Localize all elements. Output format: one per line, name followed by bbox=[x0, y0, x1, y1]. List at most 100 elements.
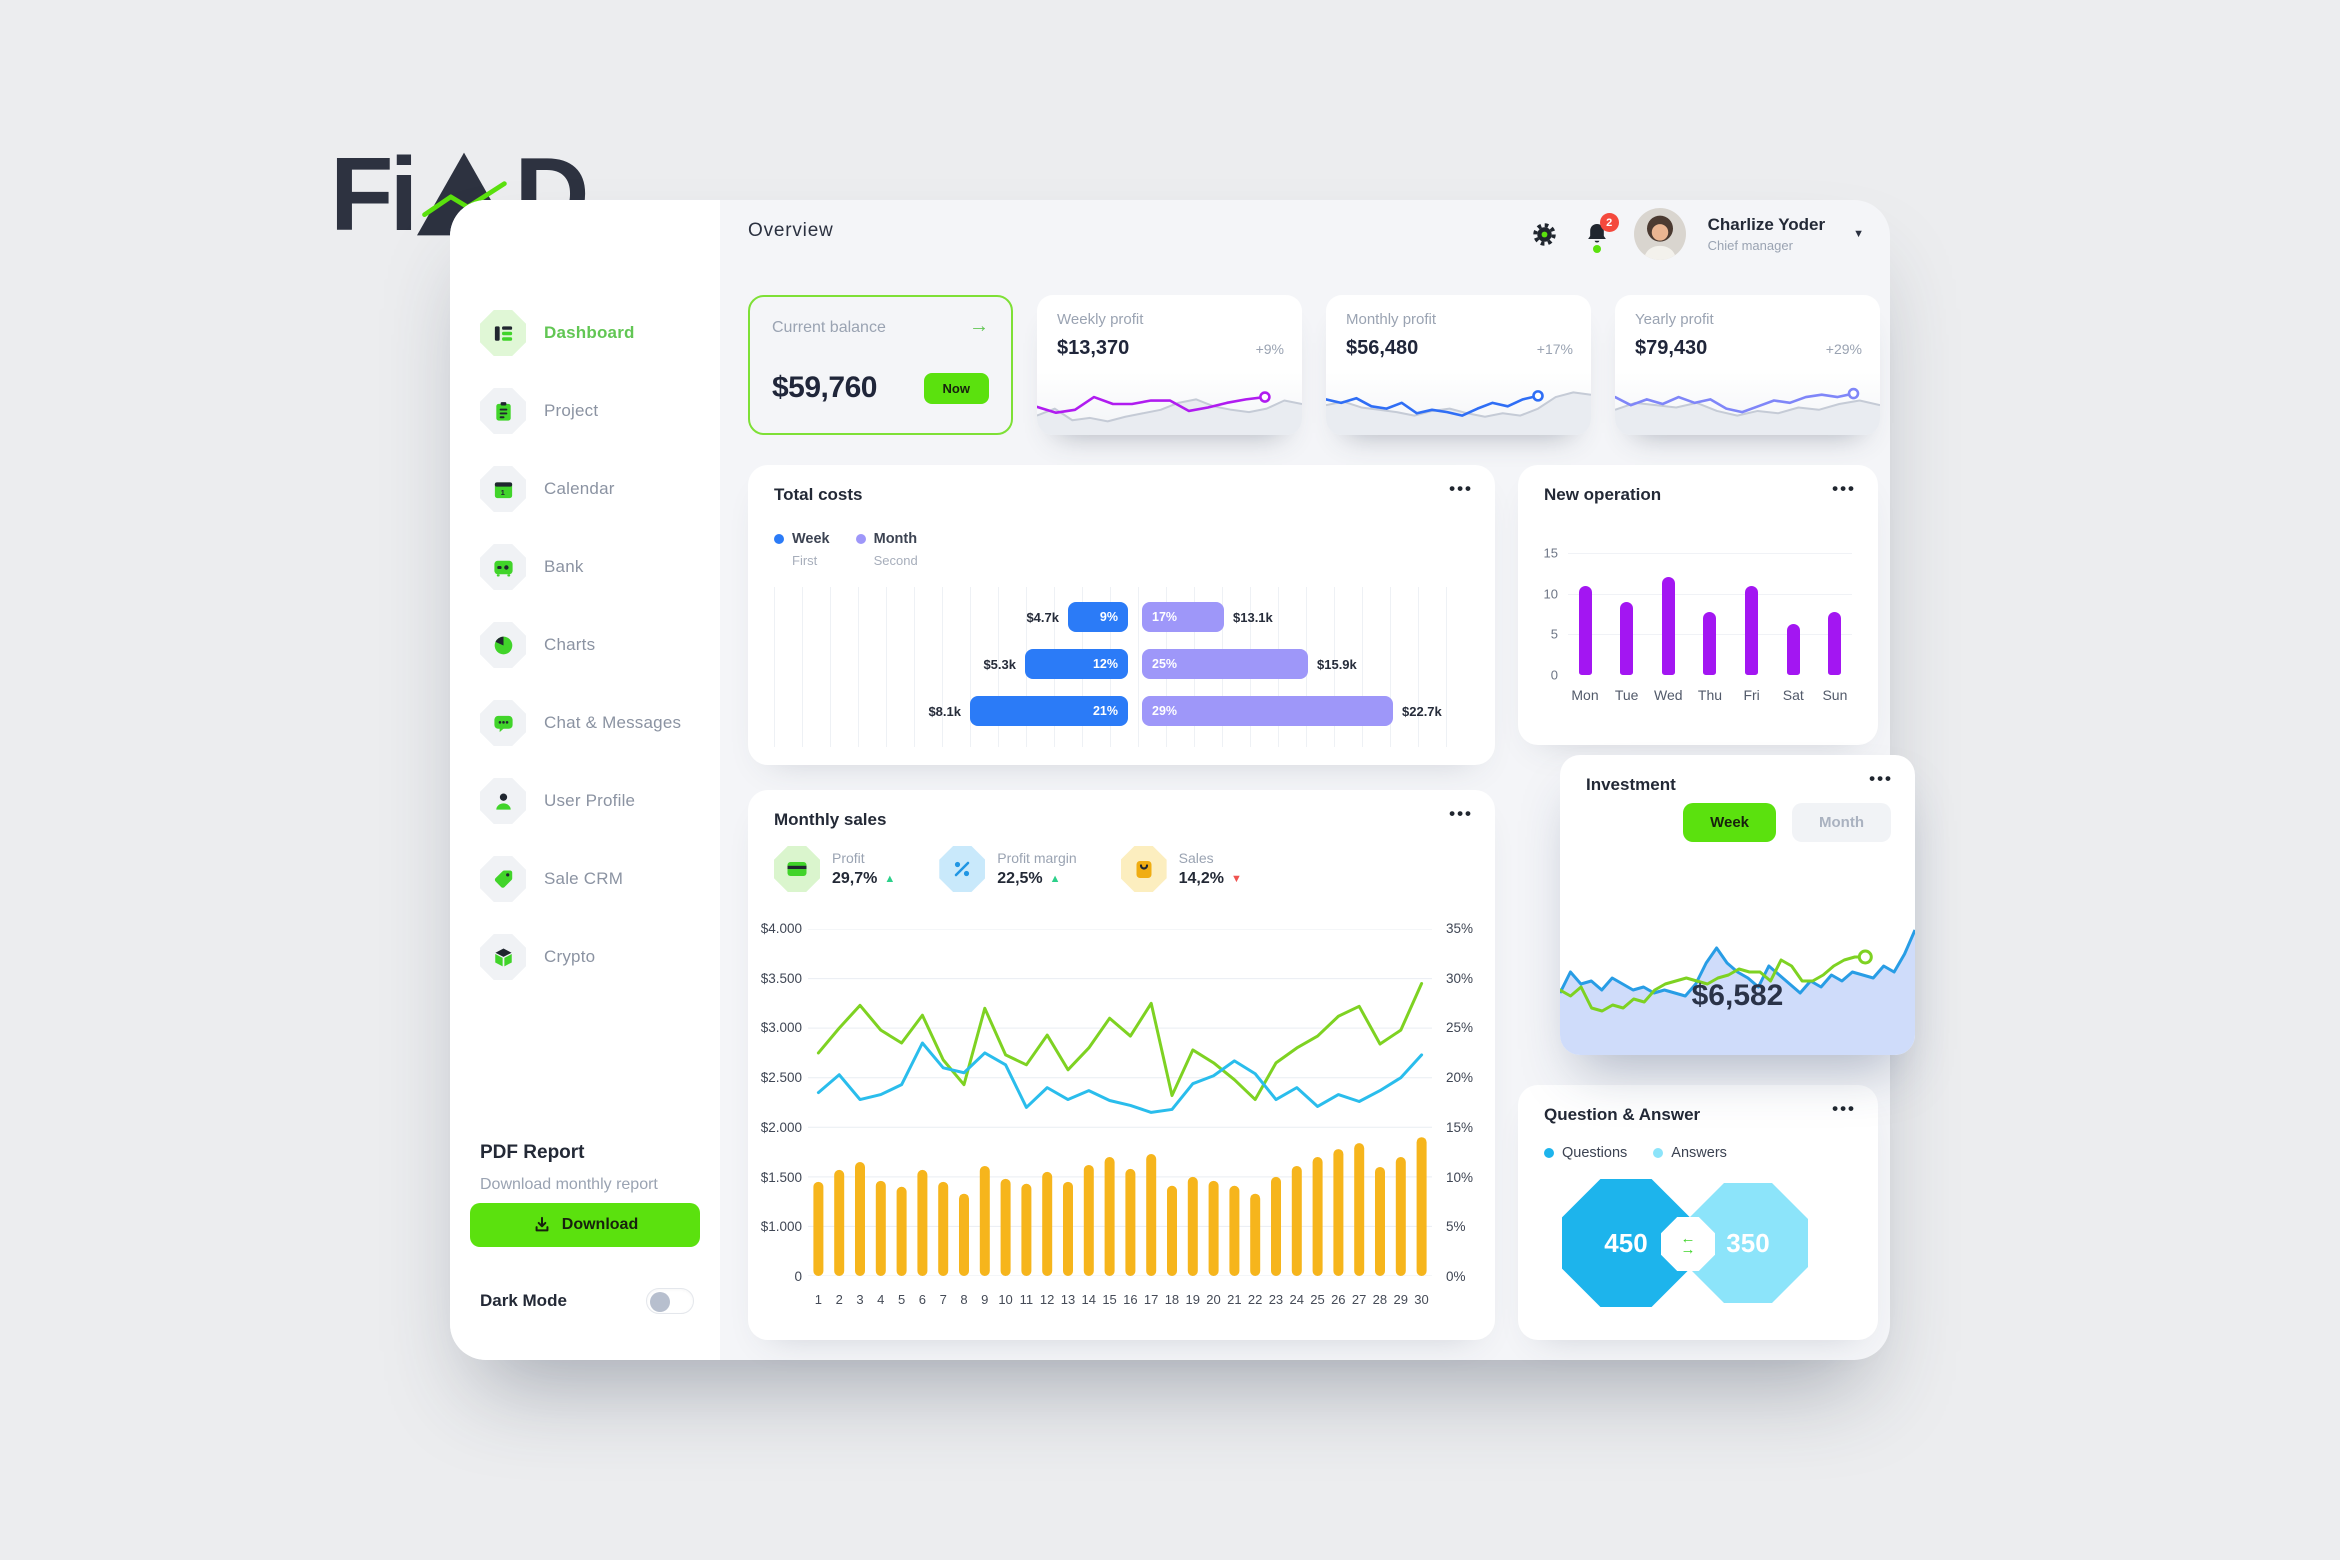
more-options-icon[interactable]: ••• bbox=[1449, 479, 1473, 498]
stat-text: Sales 14,2% ▼ bbox=[1179, 850, 1242, 888]
legend-dot-questions bbox=[1544, 1148, 1554, 1158]
sidebar-item-calendar[interactable]: 1 Calendar bbox=[450, 461, 720, 517]
notification-dot bbox=[1592, 245, 1601, 253]
x-tick-label: 30 bbox=[1414, 1292, 1429, 1307]
week-tab-button[interactable]: Week bbox=[1683, 803, 1777, 842]
app-shell: Dashboard Project 1 Calendar Bank Charts Chat … bbox=[450, 200, 1915, 1360]
sidebar-nav: Dashboard Project 1 Calendar Bank Charts Chat … bbox=[450, 305, 720, 1007]
more-options-icon[interactable]: ••• bbox=[1869, 769, 1893, 788]
profit-card-title: Monthly profit bbox=[1346, 311, 1437, 328]
left-tick-label: $3.000 bbox=[760, 1020, 802, 1036]
percent-icon bbox=[939, 846, 986, 892]
bar-column bbox=[1693, 611, 1727, 675]
trend-down-icon: ▼ bbox=[1231, 873, 1242, 885]
sidebar-item-chat-messages[interactable]: Chat & Messages bbox=[450, 695, 720, 751]
x-tick-label: 23 bbox=[1268, 1292, 1284, 1307]
x-tick-label: 17 bbox=[1143, 1292, 1159, 1307]
sidebar-item-label: Charts bbox=[544, 635, 596, 654]
user-icon bbox=[480, 778, 526, 824]
profit-sparkline bbox=[1037, 391, 1302, 435]
week-value-label: $4.7k bbox=[1026, 609, 1059, 625]
swap-icon: ← → bbox=[1661, 1217, 1715, 1271]
gridline bbox=[1568, 553, 1852, 554]
sidebar-item-user-profile[interactable]: User Profile bbox=[450, 773, 720, 829]
balance-title: Current balance bbox=[772, 319, 886, 336]
y-tick-label: 10 bbox=[1543, 586, 1558, 602]
more-options-icon[interactable]: ••• bbox=[1832, 1099, 1856, 1118]
sidebar-item-sale-crm[interactable]: Sale CRM bbox=[450, 851, 720, 907]
profit-card-1: Weekly profit $13,370 +9% bbox=[1037, 295, 1302, 435]
x-tick-label: Sun bbox=[1822, 687, 1848, 703]
left-tick-label: 0 bbox=[794, 1268, 802, 1284]
x-tick-label: Mon bbox=[1571, 687, 1599, 703]
settings-button[interactable] bbox=[1530, 217, 1560, 251]
y-tick-label: 5 bbox=[1550, 626, 1558, 642]
stat-text: Profit 29,7% ▲ bbox=[832, 850, 895, 888]
left-tick-label: $2.000 bbox=[760, 1119, 802, 1135]
user-menu[interactable]: Charlize Yoder Chief manager bbox=[1708, 215, 1825, 253]
total-costs-title: Total costs bbox=[774, 485, 863, 504]
avatar[interactable] bbox=[1633, 208, 1686, 260]
panel-new-operation: New operation ••• 15 10 5 0 Mon Tue Wed Thu Fri… bbox=[1518, 465, 1878, 745]
week-bar-group: $8.1k 21% bbox=[774, 696, 1128, 726]
notifications-button[interactable]: 2 bbox=[1582, 213, 1619, 253]
sidebar-item-crypto[interactable]: Crypto bbox=[450, 929, 720, 985]
notification-badge: 2 bbox=[1599, 213, 1619, 232]
more-options-icon[interactable]: ••• bbox=[1832, 479, 1856, 498]
monthly-sales-chart bbox=[808, 929, 1432, 1276]
bank-icon bbox=[480, 544, 526, 590]
month-bar: 29% bbox=[1142, 696, 1393, 726]
profit-card-title: Yearly profit bbox=[1635, 311, 1714, 328]
month-tab-button[interactable]: Month bbox=[1792, 803, 1891, 842]
x-tick-label: 11 bbox=[1019, 1292, 1034, 1307]
right-tick-label: 35% bbox=[1446, 921, 1474, 936]
download-label: Download bbox=[561, 1216, 639, 1233]
total-costs-legend: Week First Month Second bbox=[774, 531, 918, 568]
dark-mode-label: Dark Mode bbox=[480, 1291, 567, 1310]
qa-legend: Questions Answers bbox=[1544, 1145, 1727, 1161]
left-axis-labels: $4.000 $3.500 $3.000 $2.500 $2.000 $1.500 $1.0… bbox=[754, 921, 802, 1284]
bar-column bbox=[1610, 601, 1644, 675]
week-bar-group: $5.3k 12% bbox=[774, 649, 1128, 679]
month-bar: 25% bbox=[1142, 649, 1308, 679]
page-title: Overview bbox=[748, 220, 834, 241]
sidebar-item-charts[interactable]: Charts bbox=[450, 617, 720, 673]
arrow-right-icon[interactable]: → bbox=[969, 315, 989, 337]
header-actions: 2 Charlize Yoder Chief manager ▼ bbox=[1530, 208, 1864, 260]
download-button[interactable]: Download bbox=[470, 1203, 700, 1247]
sidebar-item-dashboard[interactable]: Dashboard bbox=[450, 305, 720, 361]
month-bar-group: 29% $22.7k bbox=[1142, 696, 1442, 726]
operation-bar bbox=[1661, 577, 1675, 675]
investment-value: $6,582 bbox=[1691, 979, 1784, 1012]
more-options-icon[interactable]: ••• bbox=[1449, 804, 1473, 823]
sidebar-item-label: Sale CRM bbox=[544, 869, 624, 888]
month-value-label: $15.9k bbox=[1317, 656, 1357, 672]
dark-mode-toggle[interactable] bbox=[646, 1288, 694, 1314]
now-button[interactable]: Now bbox=[923, 373, 989, 404]
left-tick-label: $1.500 bbox=[760, 1169, 802, 1185]
x-tick-label: 16 bbox=[1123, 1292, 1138, 1307]
sidebar-item-label: Bank bbox=[544, 557, 584, 576]
profit-card-3: Yearly profit $79,430 +29% bbox=[1615, 295, 1880, 435]
stat-value: 22,5% ▲ bbox=[997, 870, 1061, 887]
right-tick-label: 5% bbox=[1446, 1219, 1466, 1235]
current-balance-card: Current balance → $59,760 Now bbox=[748, 295, 1013, 435]
chevron-down-icon[interactable]: ▼ bbox=[1853, 228, 1864, 240]
sidebar-item-project[interactable]: Project bbox=[450, 383, 720, 439]
x-tick-label: 15 bbox=[1102, 1292, 1117, 1307]
legend-week-label: Week bbox=[792, 531, 830, 547]
x-tick-label: 28 bbox=[1372, 1292, 1388, 1307]
right-tick-label: 30% bbox=[1446, 970, 1474, 986]
tag-icon bbox=[480, 856, 526, 902]
x-tick-label: 7 bbox=[939, 1292, 947, 1307]
x-tick-label: 6 bbox=[918, 1292, 926, 1307]
sidebar-item-bank[interactable]: Bank bbox=[450, 539, 720, 595]
stat-label: Profit bbox=[832, 850, 865, 866]
panel-question-answer: Question & Answer ••• Questions Answers … bbox=[1518, 1085, 1878, 1340]
user-name: Charlize Yoder bbox=[1707, 215, 1826, 234]
svg-text:1: 1 bbox=[500, 487, 505, 496]
legend-month-sublabel: Second bbox=[873, 553, 918, 568]
new-operation-chart: 15 10 5 0 bbox=[1544, 546, 1852, 683]
stat-label: Sales bbox=[1178, 850, 1214, 866]
